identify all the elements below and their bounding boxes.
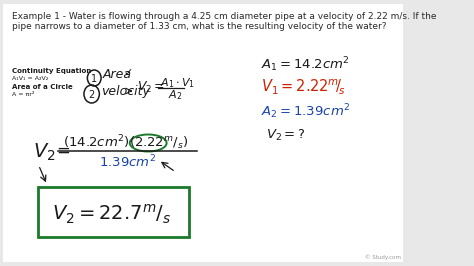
Text: $V_2 = $: $V_2 = $ (137, 80, 165, 94)
Text: Area of a Circle: Area of a Circle (12, 84, 73, 90)
Text: velocity: velocity (101, 85, 150, 98)
FancyBboxPatch shape (38, 187, 189, 237)
Text: $V_2 = ?$: $V_2 = ?$ (265, 127, 305, 143)
Text: A₁V₁ = A₂V₂: A₁V₁ = A₂V₂ (12, 76, 48, 81)
Text: Example 1 - Water is flowing through a 4.25 cm diameter pipe at a velocity of 2.: Example 1 - Water is flowing through a 4… (12, 12, 437, 31)
Text: $V_2$: $V_2$ (33, 141, 55, 163)
Text: $=$: $=$ (53, 141, 71, 159)
Text: $A_1 = 14.2cm^2$: $A_1 = 14.2cm^2$ (261, 56, 350, 74)
Text: ✓: ✓ (123, 68, 133, 78)
Text: © Study.com: © Study.com (365, 254, 401, 260)
Text: 1: 1 (91, 73, 97, 84)
Text: $(14.2cm^2)(2.22^{m}/_{s})$: $(14.2cm^2)(2.22^{m}/_{s})$ (64, 134, 189, 152)
Text: Area: Area (103, 69, 132, 81)
Text: $1.39cm^2$: $1.39cm^2$ (99, 154, 155, 170)
Text: A = πr²: A = πr² (12, 92, 35, 97)
Text: $V_2 = 22.7^{m}/_{s}$: $V_2 = 22.7^{m}/_{s}$ (52, 202, 171, 226)
Text: $V_1 = 2.22^{m}\!/\!_{s}$: $V_1 = 2.22^{m}\!/\!_{s}$ (261, 77, 346, 97)
Text: 2: 2 (89, 89, 95, 99)
Text: Continuity Equation: Continuity Equation (12, 68, 91, 74)
Text: $A_1 \cdot V_1$: $A_1 \cdot V_1$ (160, 76, 195, 90)
Text: $A_2$: $A_2$ (168, 88, 182, 102)
Text: $A_2 = 1.39cm^2$: $A_2 = 1.39cm^2$ (261, 103, 351, 121)
